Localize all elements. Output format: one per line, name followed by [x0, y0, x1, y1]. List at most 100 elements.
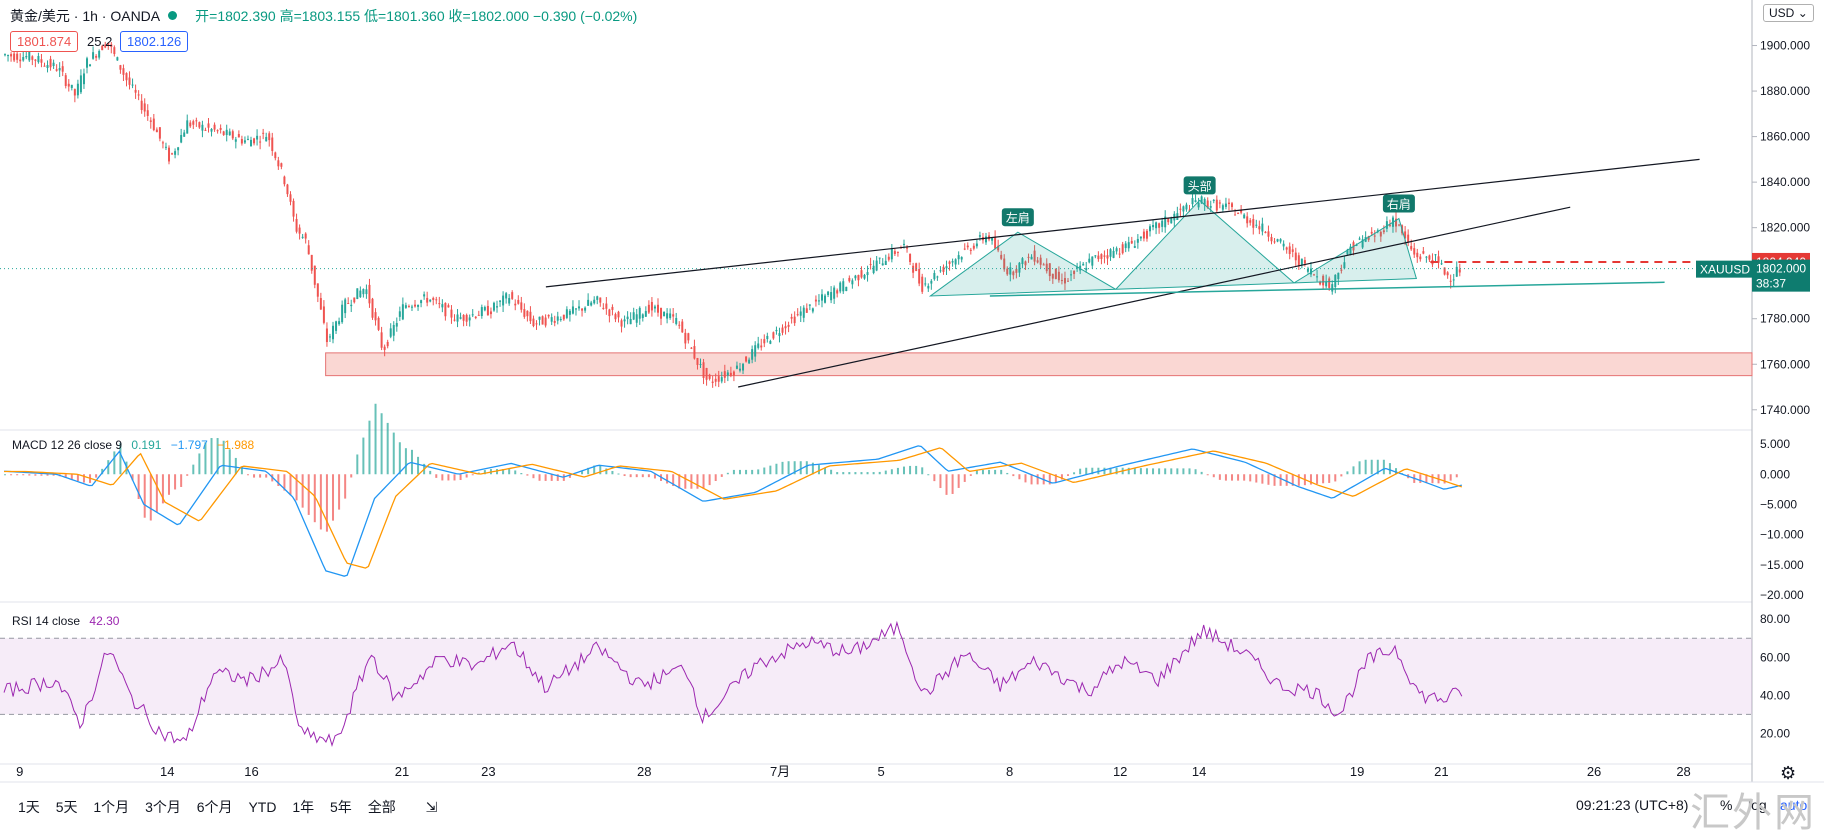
tf-1y[interactable]: 1年 [292, 799, 315, 815]
candle-body [1003, 258, 1006, 270]
candle-body [909, 254, 912, 263]
log-toggle[interactable]: log [1748, 797, 1767, 813]
macd-histogram-bar [951, 474, 954, 494]
candle-body [125, 73, 128, 81]
tf-5d[interactable]: 5天 [55, 799, 78, 815]
candle-body [714, 378, 717, 382]
macd-histogram-bar [502, 469, 505, 475]
candle-body [848, 277, 851, 282]
candle-body [984, 236, 987, 243]
candle-body [216, 130, 219, 132]
macd-histogram-bar [824, 467, 827, 475]
candle-body [1121, 244, 1124, 254]
candle-body [556, 316, 559, 321]
macd-histogram-bar [890, 469, 893, 475]
macd-histogram-bar [836, 472, 839, 475]
candle-body [1194, 200, 1197, 202]
candle-body [1388, 224, 1391, 226]
auto-toggle[interactable]: auto [1780, 797, 1808, 813]
macd-histogram-bar [295, 474, 298, 501]
candle-body [574, 308, 577, 310]
candle-body [1063, 278, 1066, 284]
candle-body [620, 320, 623, 327]
macd-histogram-bar [28, 474, 31, 476]
tf-5y[interactable]: 5年 [330, 799, 352, 815]
macd-histogram-bar [95, 474, 98, 478]
candle-body [529, 311, 532, 322]
tf-1m[interactable]: 1个月 [93, 799, 130, 815]
candle-body [265, 136, 268, 142]
candle-body [1097, 255, 1100, 260]
candle-body [836, 290, 839, 294]
macd-histogram-bar [568, 474, 571, 478]
candle-body [1206, 200, 1209, 208]
candle-body [896, 251, 899, 253]
time-tick-label: 14 [160, 764, 174, 779]
candle-body [407, 306, 410, 308]
date-range-icon[interactable]: ⇲ [425, 799, 438, 815]
candle-body [180, 135, 183, 143]
macd-histogram-bar [653, 474, 656, 479]
candle-body [684, 332, 687, 344]
candle-body [49, 58, 52, 68]
candle-body [587, 299, 590, 306]
clock-label: 09:21:23 (UTC+8) [1576, 797, 1689, 813]
candle-body [969, 249, 972, 251]
candle-body [222, 131, 225, 135]
macd-tick-label: 0.000 [1760, 467, 1790, 481]
candle-body [1404, 231, 1407, 239]
candle-body [225, 129, 228, 136]
candle-body [426, 297, 429, 303]
candle-body [1361, 239, 1364, 248]
head-label: 头部 [1188, 178, 1212, 193]
candle-body [1425, 256, 1428, 258]
candle-body [687, 333, 690, 341]
gear-icon[interactable]: ⚙ [1780, 763, 1797, 783]
candle-body [1182, 206, 1185, 212]
candle-body [833, 287, 836, 299]
macd-histogram-bar [666, 474, 669, 484]
time-tick-label: 21 [1434, 764, 1448, 779]
candle-body [1009, 267, 1012, 275]
candle-body [313, 265, 316, 285]
macd-histogram-bar [751, 469, 754, 475]
sell-price-box[interactable]: 1801.874 [10, 31, 79, 52]
candle-body [975, 243, 978, 247]
percent-toggle[interactable]: % [1720, 797, 1733, 813]
candle-body [711, 381, 714, 383]
macd-histogram-bar [902, 466, 905, 475]
macd-histogram-bar [726, 472, 729, 475]
macd-histogram-bar [1127, 467, 1130, 475]
tf-1d[interactable]: 1天 [18, 799, 40, 815]
candle-body [626, 316, 629, 320]
candle-body [453, 319, 456, 321]
candle-body [237, 134, 240, 138]
watermark-logo: 汇外网 [1690, 790, 1816, 836]
macd-histogram-bar [1018, 474, 1021, 480]
macd-histogram-bar [368, 420, 371, 475]
tf-ytd[interactable]: YTD [248, 799, 277, 815]
candle-body [735, 365, 738, 369]
candle-body [104, 44, 107, 48]
candle-body [456, 314, 459, 322]
buy-price-box[interactable]: 1802.126 [120, 31, 189, 52]
macd-histogram-bar [1030, 474, 1033, 485]
tf-3m[interactable]: 3个月 [145, 799, 181, 815]
symbol-title[interactable]: 黄金/美元 · 1h · OANDA [10, 8, 161, 24]
candle-body [1091, 256, 1094, 266]
macd-histogram-bar [101, 468, 104, 475]
candle-body [174, 151, 177, 155]
tf-6m[interactable]: 6个月 [196, 799, 233, 815]
trendline-upper-channel [545, 158, 1700, 288]
macd-histogram-bar [1376, 459, 1379, 475]
currency-button[interactable]: USD ⌄ [1763, 4, 1814, 22]
tf-all[interactable]: 全部 [367, 799, 396, 815]
candle-body [344, 299, 347, 314]
candle-body [250, 139, 253, 147]
candle-body [1215, 199, 1218, 211]
candle-body [1054, 268, 1057, 279]
candle-body [1203, 198, 1206, 205]
candle-body [447, 305, 450, 308]
candle-body [511, 292, 514, 299]
